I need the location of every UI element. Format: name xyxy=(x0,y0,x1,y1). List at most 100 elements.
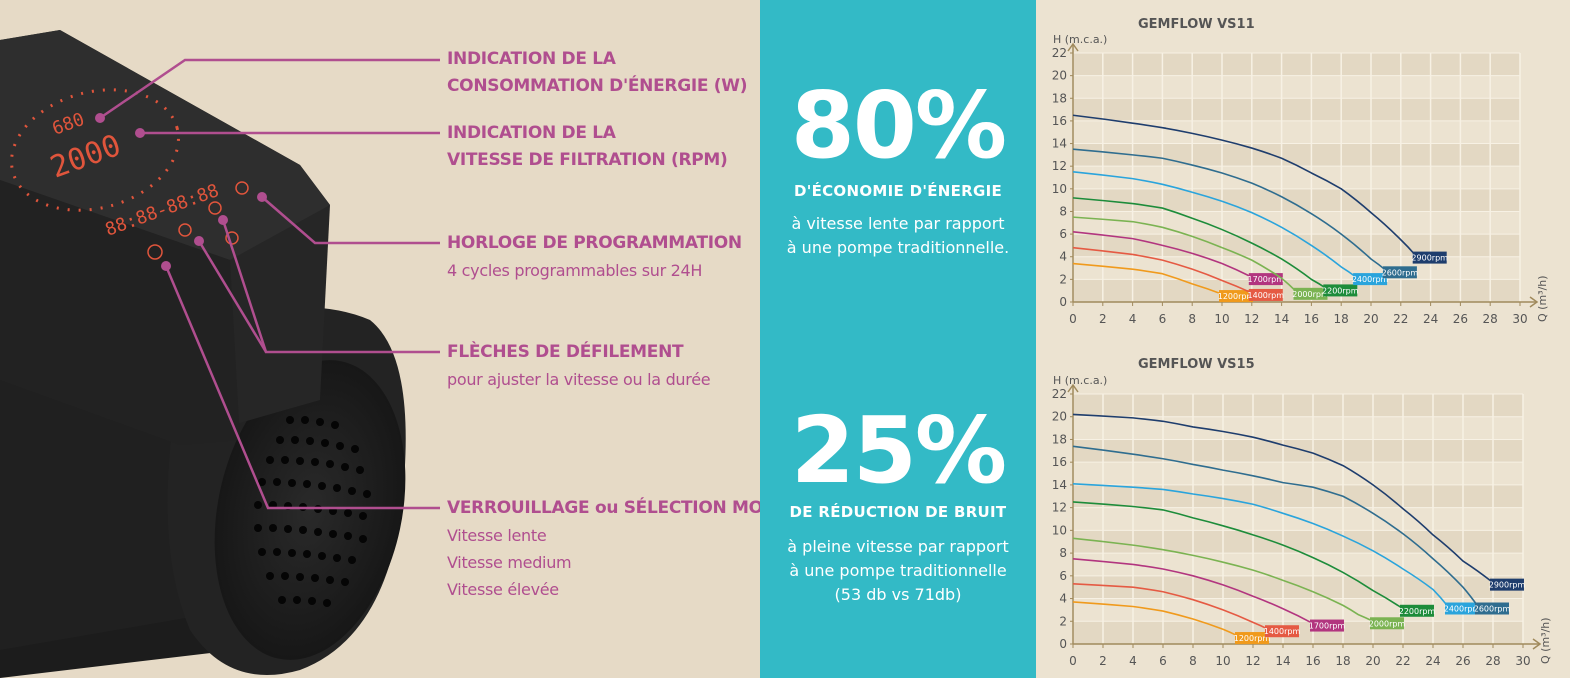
x-tick-label: 22 xyxy=(1395,654,1410,668)
y-tick-label: 0 xyxy=(1059,295,1067,309)
y-tick-label: 22 xyxy=(1052,387,1067,401)
y-tick-label: 16 xyxy=(1052,114,1067,128)
series-label: 2400rpm xyxy=(1444,605,1481,614)
series-label-tag xyxy=(1370,617,1404,630)
callout-arrows: FLÈCHES DE DÉFILEMENT pour ajuster la vi… xyxy=(447,339,711,393)
x-tick-label: 20 xyxy=(1363,312,1378,326)
series-label-tag xyxy=(1382,266,1417,279)
callout-title: HORLOGE DE PROGRAMMATION xyxy=(447,233,742,253)
x-tick-label: 16 xyxy=(1305,654,1320,668)
x-tick-label: 10 xyxy=(1214,312,1229,326)
series-label-tag xyxy=(1490,578,1524,591)
series-label-tag xyxy=(1445,602,1479,615)
callout-title: INDICATION DE LA CONSOMMATION D'ÉNERGIE … xyxy=(447,49,748,96)
arrow-left-icon xyxy=(178,223,192,237)
x-tick-label: 2 xyxy=(1099,312,1107,326)
callout-text: Vitesse lente xyxy=(447,526,547,545)
mode-button-icon xyxy=(147,244,163,260)
y-tick-label: 16 xyxy=(1052,455,1067,469)
callout-energy: INDICATION DE LA CONSOMMATION D'ÉNERGIE … xyxy=(447,46,748,100)
x-tick-label: 30 xyxy=(1515,654,1530,668)
stat-energy: 80% D'ÉCONOMIE D'ÉNERGIE à vitesse lente… xyxy=(760,80,1036,260)
plot-band xyxy=(1073,188,1520,212)
series-label: 1700rpm xyxy=(1248,275,1285,284)
callout-text: pour ajuster la vitesse ou la durée xyxy=(447,370,711,389)
callout-mode: VERROUILLAGE ou SÉLECTION MODE Vitesse l… xyxy=(447,495,760,603)
series-label-tag xyxy=(1265,625,1299,638)
stat-text: à une pompe traditionnelle. xyxy=(786,238,1010,257)
x-tick-label: 6 xyxy=(1159,312,1167,326)
series-label-tag xyxy=(1400,604,1434,617)
y-tick-label: 2 xyxy=(1059,272,1067,286)
x-tick-label: 10 xyxy=(1215,654,1230,668)
series-line xyxy=(1072,262,1223,295)
plot-band xyxy=(1073,575,1523,599)
plot-band xyxy=(1073,484,1523,508)
series-label-tag xyxy=(1293,287,1328,300)
series-label-tag xyxy=(1353,273,1388,286)
x-tick-label: 26 xyxy=(1455,654,1470,668)
callout-text: 4 cycles programmables sur 24H xyxy=(447,261,703,280)
series-line xyxy=(1072,582,1269,630)
plot-band xyxy=(1073,439,1523,463)
series-line xyxy=(1072,601,1239,637)
y-tick-label: 22 xyxy=(1052,46,1067,60)
callout-text: Vitesse medium xyxy=(447,553,572,572)
y-tick-label: 10 xyxy=(1052,523,1067,537)
series-label-tag xyxy=(1323,284,1358,297)
callout-clock: HORLOGE DE PROGRAMMATION 4 cycles progra… xyxy=(447,230,742,284)
callout-lines xyxy=(99,58,440,510)
y-tick-label: 12 xyxy=(1052,501,1067,515)
y-tick-label: 0 xyxy=(1059,637,1067,651)
x-tick-label: 30 xyxy=(1512,312,1527,326)
series-label-tag xyxy=(1248,273,1283,286)
series-label: 2000rpm xyxy=(1369,619,1406,628)
y-tick-label: 18 xyxy=(1052,432,1067,446)
x-tick-label: 22 xyxy=(1393,312,1408,326)
series-label-tag xyxy=(1219,290,1253,303)
x-tick-label: 0 xyxy=(1069,654,1077,668)
series-line xyxy=(1072,445,1479,607)
x-tick-label: 12 xyxy=(1244,312,1259,326)
stat-text: (53 db vs 71db) xyxy=(834,585,962,604)
series-line xyxy=(1072,216,1298,293)
series-line xyxy=(1072,537,1374,622)
x-tick-label: 8 xyxy=(1188,312,1196,326)
y-tick-label: 8 xyxy=(1059,546,1067,560)
stat-value: 25% xyxy=(790,397,1007,504)
series-line xyxy=(1072,246,1253,294)
series-label: 2200rpm xyxy=(1322,286,1359,295)
series-label: 1700rpm xyxy=(1309,622,1346,631)
x-tick-label: 18 xyxy=(1335,654,1350,668)
series-label-tag xyxy=(1235,632,1269,645)
y-tick-label: 14 xyxy=(1052,137,1067,151)
x-tick-label: 26 xyxy=(1453,312,1468,326)
callout-title: VERROUILLAGE ou SÉLECTION MODE xyxy=(447,498,760,518)
plot-band xyxy=(1073,98,1520,121)
x-tick-label: 0 xyxy=(1069,312,1077,326)
y-axis-label: H (m.c.a.) xyxy=(1053,33,1107,46)
y-tick-label: 20 xyxy=(1052,69,1067,83)
stat-value: 80% xyxy=(790,72,1007,179)
x-tick-label: 14 xyxy=(1274,312,1289,326)
y-tick-label: 8 xyxy=(1059,204,1067,218)
stats-panel: 80% D'ÉCONOMIE D'ÉNERGIE à vitesse lente… xyxy=(760,0,1036,678)
x-axis-label: Q (m³/h) xyxy=(1539,617,1552,664)
series-label: 2000rpm xyxy=(1292,290,1329,299)
x-tick-label: 24 xyxy=(1423,312,1438,326)
x-tick-label: 24 xyxy=(1425,654,1440,668)
callout-text: Vitesse élevée xyxy=(447,580,559,599)
x-tick-label: 2 xyxy=(1099,654,1107,668)
plot-band xyxy=(1073,53,1520,76)
x-tick-label: 28 xyxy=(1483,312,1498,326)
series-line xyxy=(1072,114,1417,257)
series-line xyxy=(1072,482,1449,607)
plot-band xyxy=(1073,234,1520,257)
series-label: 2600rpm xyxy=(1474,605,1511,614)
stat-text: à vitesse lente par rapport xyxy=(791,214,1005,233)
series-label: 1400rpm xyxy=(1248,291,1285,300)
series-label: 1400rpm xyxy=(1264,627,1301,636)
y-tick-label: 12 xyxy=(1052,159,1067,173)
y-axis-label: H (m.c.a.) xyxy=(1053,374,1107,387)
